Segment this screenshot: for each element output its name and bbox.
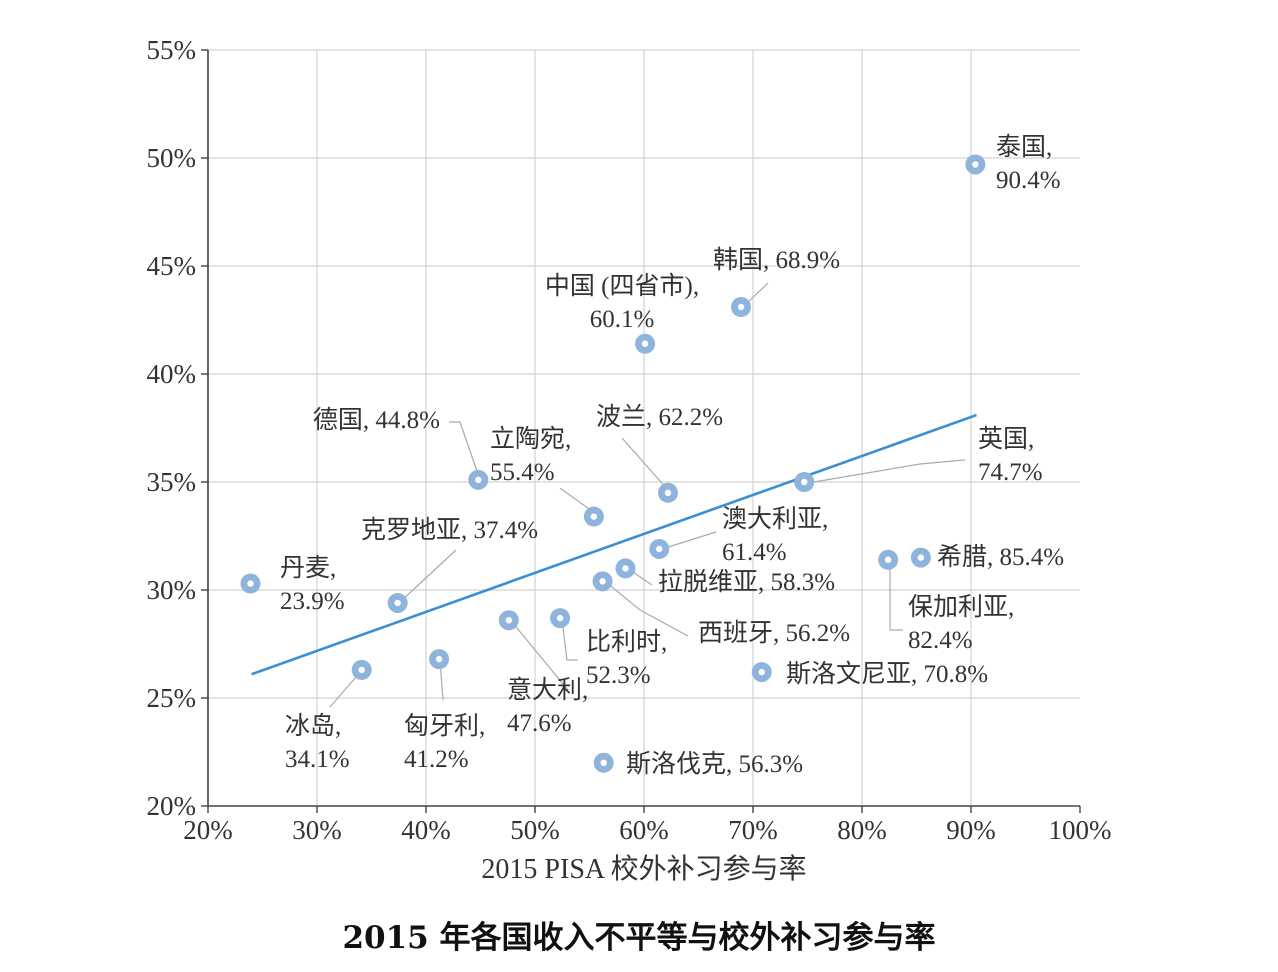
- data-points: [240, 154, 986, 773]
- point-label: 立陶宛, 55.4%: [490, 425, 571, 486]
- leader-line: [807, 459, 966, 484]
- point-label: 希腊, 85.4%: [937, 543, 1064, 571]
- x-tick-label: 100%: [1049, 815, 1112, 845]
- y-tick-label: 40%: [147, 359, 197, 389]
- point-label: 德国, 44.8%: [313, 406, 440, 434]
- point-label: 韩国, 68.9%: [713, 246, 840, 274]
- x-tick-label: 40%: [401, 815, 451, 845]
- x-axis-title: 2015 PISA 校外补习参与率: [481, 853, 806, 885]
- data-point-center: [737, 303, 745, 311]
- point-label: 西班牙, 56.2%: [698, 619, 850, 647]
- data-point-center: [435, 655, 443, 663]
- trendline: [251, 413, 977, 676]
- point-label: 意大利, 47.6%: [507, 676, 588, 737]
- x-tick-label: 20%: [183, 815, 233, 845]
- data-point-center: [599, 578, 606, 585]
- data-point-center: [917, 554, 925, 561]
- y-tick-label: 25%: [147, 683, 197, 713]
- data-point-center: [641, 340, 649, 347]
- leader-line: [449, 421, 480, 478]
- y-tick-label: 55%: [147, 35, 197, 65]
- data-point-center: [600, 759, 607, 766]
- x-tick-label: 70%: [728, 815, 778, 845]
- x-tick-label: 60%: [619, 815, 669, 845]
- data-point-center: [556, 614, 564, 622]
- chart-title: 2015 年各国收入不平等与校外补习参与率: [342, 920, 936, 956]
- leader-line: [511, 621, 569, 691]
- point-label: 泰国, 90.4%: [996, 133, 1061, 194]
- leader-line: [889, 561, 903, 631]
- point-label: 匈牙利, 41.2%: [404, 712, 485, 773]
- data-point-center: [475, 476, 482, 484]
- leader-line: [561, 619, 578, 661]
- point-label: 拉脱维亚, 58.3%: [658, 568, 835, 596]
- y-tick-label: 30%: [147, 575, 197, 605]
- data-point-center: [394, 599, 401, 607]
- leader-line: [661, 531, 717, 550]
- point-label: 冰岛, 34.1%: [285, 712, 350, 773]
- data-point-center: [801, 478, 808, 486]
- data-point-center: [247, 580, 254, 587]
- point-label: 斯洛文尼亚, 70.8%: [786, 660, 988, 688]
- y-tick-label: 45%: [147, 251, 197, 281]
- data-point-center: [505, 617, 513, 624]
- trendline-group: [251, 413, 977, 676]
- point-label: 克罗地亚, 37.4%: [361, 516, 538, 544]
- data-point-center: [972, 161, 979, 168]
- x-tick-label: 80%: [837, 815, 887, 845]
- point-label: 中国 (四省市), 60.1%: [545, 272, 699, 333]
- data-point-center: [622, 565, 629, 572]
- point-label: 丹麦, 23.9%: [280, 554, 345, 615]
- x-tick-label: 90%: [946, 815, 996, 845]
- leader-line: [621, 437, 669, 491]
- leader-line: [399, 549, 457, 603]
- point-label: 比利时, 52.3%: [586, 628, 667, 689]
- point-label: 英国, 74.7%: [978, 425, 1043, 486]
- data-point-center: [664, 489, 672, 496]
- point-labels: 泰国, 90.4% 韩国, 68.9% 中国 (四省市), 60.1% 德国, 44.8%…: [280, 133, 1064, 778]
- data-point-center: [590, 513, 598, 520]
- point-label: 波兰, 62.2%: [596, 403, 723, 431]
- data-point-center: [358, 666, 365, 674]
- data-point-center: [758, 668, 765, 676]
- leader-line: [606, 582, 689, 637]
- y-tick-label: 50%: [147, 143, 197, 173]
- point-label: 保加利亚, 82.4%: [908, 593, 1014, 654]
- y-tick-label: 35%: [147, 467, 197, 497]
- tick-labels: 20% 30% 40% 50% 60% 70% 80% 90% 100% 20% 25% 30% 35%…: [147, 35, 1112, 845]
- x-tick-label: 50%: [510, 815, 560, 845]
- data-point-center: [656, 545, 663, 553]
- grid: [208, 49, 1080, 806]
- axes: [201, 49, 1081, 813]
- y-tick-label: 20%: [147, 791, 197, 821]
- x-tick-label: 30%: [292, 815, 342, 845]
- data-point-center: [884, 556, 892, 563]
- point-label: 斯洛伐克, 56.3%: [626, 750, 803, 778]
- point-label: 澳大利亚, 61.4%: [722, 505, 828, 566]
